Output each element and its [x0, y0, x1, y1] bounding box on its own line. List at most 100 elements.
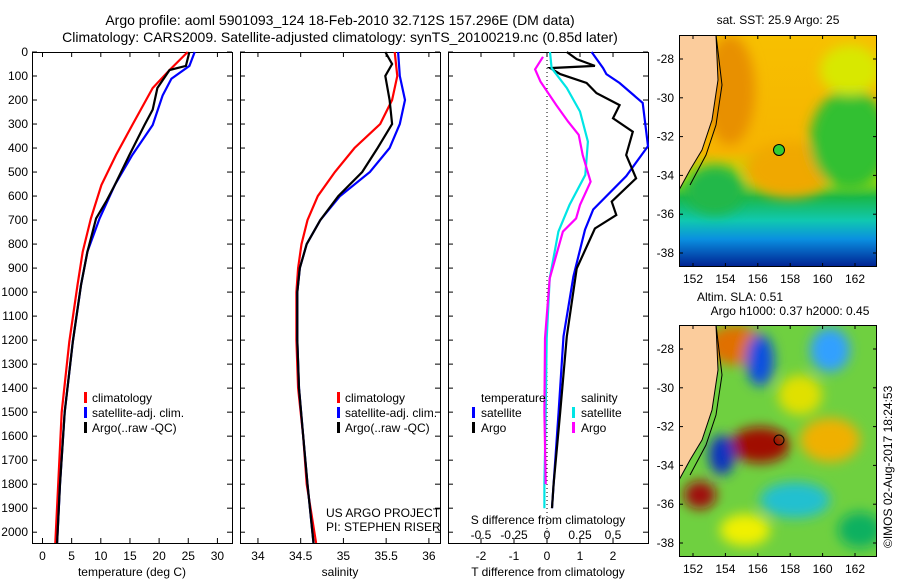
y-tick-label: 600 [8, 189, 28, 203]
title-line-2: Climatology: CARS2009. Satellite-adjuste… [62, 29, 618, 45]
legend-label: climatology [92, 391, 152, 405]
lat-tick-label: -38 [657, 246, 675, 260]
mild-region [820, 45, 877, 95]
sst-map-title: sat. SST: 25.9 Argo: 25 [717, 13, 840, 27]
y-tick-label: 0 [21, 45, 28, 59]
x-tick-label: 0 [544, 549, 551, 563]
legend-label: satellite [581, 406, 622, 420]
legend-title-salinity: salinity [581, 391, 618, 405]
pi-annotation: PI: STEPHEN RISER [326, 520, 441, 534]
y-tick-label: 500 [8, 165, 28, 179]
x-tick-label: 5 [68, 549, 75, 563]
y-tick-label: 400 [8, 141, 28, 155]
legend-label: Argo(..raw -QC) [345, 421, 430, 435]
x2-tick-label: -0.5 [471, 528, 492, 542]
lat-tick-label: -38 [657, 536, 675, 550]
cool-coastal [685, 165, 745, 215]
x-tick-label: 0 [39, 549, 46, 563]
x-tick-label: 2 [610, 549, 617, 563]
x-tick-label: 10 [94, 549, 108, 563]
x-axis-label: T difference from climatology [471, 565, 625, 579]
y-tick-label: 1100 [2, 309, 28, 323]
difference-legend: temperature satellite Argo salinity sate… [471, 391, 626, 527]
series-line-argo-raw-qc- [296, 51, 394, 544]
x-tick-label: 34.5 [289, 549, 313, 563]
y-tick-label: 900 [8, 261, 28, 275]
plot-frame [32, 52, 233, 544]
sla-lowish [760, 482, 830, 518]
y-tick-label: 100 [8, 69, 28, 83]
legend-label: satellite-adj. clim. [345, 406, 437, 420]
series-line-climatology [54, 51, 189, 544]
y-tick-label: 1600 [1, 429, 28, 443]
y-tick-label: 300 [8, 117, 28, 131]
x-tick-label: 25 [182, 549, 196, 563]
y-tick-label: 1700 [1, 453, 28, 467]
y-tick-label: 800 [8, 237, 28, 251]
legend-label: Argo(..raw -QC) [92, 421, 177, 435]
legend-swatch-t-satellite [472, 407, 475, 418]
s-axis-label: S difference from climatology [471, 513, 626, 527]
y-tick-label: 1900 [1, 501, 28, 515]
y-tick-label: 200 [8, 93, 28, 107]
map-axes: 152 154 156 158 160 162 -28 -30 -32 -34 -36 -38 152 1… [657, 35, 877, 576]
x-tick-label: -1 [509, 549, 520, 563]
lon-tick-label: 156 [748, 272, 768, 286]
lat-tick-label: -32 [657, 420, 675, 434]
lon-tick-label: 162 [845, 562, 865, 576]
lon-tick-label: 160 [813, 272, 833, 286]
salinity-legend: climatology satellite-adj. clim. Argo(..… [326, 391, 441, 534]
sla-low [746, 334, 774, 386]
legend-swatch-argo [84, 422, 87, 433]
legend-swatch-argo [337, 422, 340, 433]
y-tick-label: 2000 [1, 525, 28, 539]
legend-label: satellite [481, 406, 522, 420]
credit-text: ©IMOS 02-Aug-2017 18:24:53 [881, 385, 895, 548]
y-tick-label: 1300 [1, 357, 28, 371]
x-axis-label: temperature (deg C) [78, 565, 186, 579]
series-line-satellite-adj-clim- [296, 51, 407, 544]
lon-tick-label: 154 [715, 272, 735, 286]
difference-panel: -2 -1 0 1 2 T difference from climatology -0.5… [448, 51, 650, 579]
sla-high [730, 427, 790, 463]
y-tick-label: 1500 [1, 405, 28, 419]
lon-tick-label: 154 [715, 562, 735, 576]
x2-tick-label: -0.25 [500, 528, 528, 542]
cool-region [810, 90, 877, 190]
series-line-salinity-argo [533, 56, 592, 485]
isobath [689, 325, 723, 476]
argo-position-marker [773, 144, 785, 156]
legend-swatch-t-argo [472, 422, 475, 433]
x-tick-label: 30 [211, 549, 225, 563]
sla-low [709, 435, 735, 475]
y-tick-label: 1000 [1, 285, 28, 299]
x-tick-label: -2 [476, 549, 487, 563]
sla-map-subtitle: Argo h1000: 0.37 h2000: 0.45 [711, 304, 870, 318]
sla-low [810, 328, 850, 372]
lon-tick-label: 156 [748, 562, 768, 576]
lat-tick-label: -28 [657, 342, 675, 356]
sst-map [679, 35, 877, 267]
lon-tick-label: 162 [845, 272, 865, 286]
sla-mid [800, 418, 860, 462]
legend-swatch-satellite [84, 407, 87, 418]
x-tick-label: 35.5 [374, 549, 398, 563]
sla-mid [778, 375, 822, 415]
lat-tick-label: -28 [657, 52, 675, 66]
legend-label: climatology [345, 391, 405, 405]
plot-frame [240, 52, 441, 544]
lat-tick-label: -36 [657, 497, 675, 511]
salinity-panel: 34 34.5 35 35.5 36 salinity [240, 51, 441, 579]
series-line-temperature-satellite [550, 51, 650, 509]
lat-tick-label: -32 [657, 130, 675, 144]
y-tick-label: 700 [8, 213, 28, 227]
y-tick-label: 1200 [1, 333, 28, 347]
lon-tick-label: 160 [813, 562, 833, 576]
lat-tick-label: -30 [657, 381, 675, 395]
sla-high [684, 481, 716, 509]
series-line-climatology [295, 51, 399, 544]
project-annotation: US ARGO PROJECT [326, 506, 441, 520]
isobath [689, 35, 723, 186]
y-tick-label: 1400 [1, 381, 28, 395]
temperature-legend: climatology satellite-adj. clim. Argo(..… [84, 391, 184, 435]
